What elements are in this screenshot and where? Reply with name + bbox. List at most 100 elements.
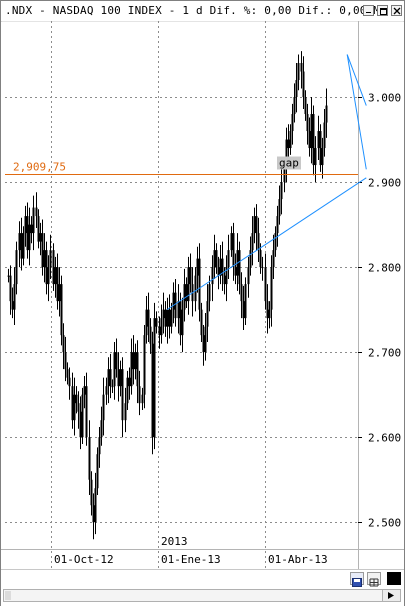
- candle-body: [185, 284, 188, 302]
- candle-body: [117, 369, 120, 387]
- y-tick-label: 2.800: [368, 262, 401, 275]
- candle-body: [323, 122, 326, 149]
- candle-body: [77, 403, 80, 412]
- candle-body: [121, 369, 124, 421]
- candle-body: [41, 233, 44, 268]
- candle-body: [68, 377, 71, 387]
- candle-body: [11, 301, 14, 310]
- x-tick-label: 01-Oct-12: [54, 553, 114, 566]
- scrollbar-thumb[interactable]: [5, 591, 11, 600]
- candle-body: [319, 131, 322, 166]
- candle-body: [111, 386, 114, 388]
- candle-body: [160, 318, 163, 336]
- grid-button[interactable]: [367, 572, 381, 587]
- candle-body: [115, 352, 118, 370]
- candle-body: [172, 292, 175, 310]
- y-tick-label: 2.500: [368, 517, 401, 530]
- close-button[interactable]: [391, 5, 402, 16]
- candle-body: [134, 352, 137, 370]
- candle-body: [164, 309, 167, 327]
- candle-body: [60, 284, 63, 336]
- candle-body: [56, 267, 59, 302]
- candle-body: [73, 394, 76, 421]
- candle-body: [314, 148, 317, 166]
- y-tick-label: 2.900: [368, 177, 401, 190]
- trendline: [166, 177, 367, 311]
- candle-body: [96, 454, 99, 489]
- candle-body: [278, 199, 281, 217]
- candlestick-chart[interactable]: 2.500 2.600 2.700 2.800 2.900 3.000 01-Oct-12 0…: [1, 21, 404, 569]
- candle-body: [261, 267, 264, 269]
- title-bar[interactable]: .NDX - NASDAQ 100 INDEX - 1 d Dif. %: 0,…: [1, 1, 404, 22]
- candle-body: [155, 318, 158, 327]
- candle-body: [302, 71, 305, 98]
- candle-body: [179, 301, 182, 336]
- candle-body: [221, 258, 224, 276]
- candle-body: [128, 377, 131, 387]
- candle-body: [100, 420, 103, 438]
- candle-body: [109, 369, 112, 387]
- candle-body: [90, 479, 93, 506]
- candle-body: [244, 284, 247, 319]
- candle-body: [166, 309, 169, 327]
- candle-body: [272, 250, 275, 268]
- candle-body: [280, 182, 283, 200]
- candle-body: [198, 258, 201, 310]
- candle-body: [39, 233, 42, 242]
- candle-body: [18, 233, 21, 251]
- candle-body: [213, 250, 216, 268]
- candle-body: [317, 131, 320, 149]
- candle-body: [71, 386, 74, 421]
- candle-body: [28, 224, 31, 251]
- candle-body: [255, 216, 258, 234]
- candle-body: [35, 207, 38, 217]
- candle-body: [147, 309, 150, 327]
- candle-body: [113, 352, 116, 387]
- candle-body: [289, 131, 292, 149]
- year-label: 2013: [161, 535, 188, 548]
- candle-body: [251, 233, 254, 251]
- candle-body: [225, 267, 228, 285]
- maximize-button[interactable]: [377, 5, 388, 16]
- candle-body: [75, 394, 78, 404]
- candle-body: [206, 301, 209, 327]
- candle-body: [242, 301, 245, 319]
- candle-body: [149, 326, 152, 344]
- candle-body: [230, 233, 233, 251]
- candle-body: [287, 139, 290, 149]
- candle-body: [310, 114, 313, 149]
- x-tick-label: 01-Ene-13: [161, 553, 221, 566]
- candle-body: [92, 505, 95, 523]
- candle-body: [300, 63, 303, 72]
- gap-annotation-box: [277, 156, 301, 170]
- candle-body: [64, 352, 67, 370]
- candle-body: [264, 267, 267, 302]
- candle-body: [306, 114, 309, 132]
- candle-body: [266, 301, 269, 319]
- close-icon: [393, 7, 401, 15]
- candle-body: [107, 369, 110, 387]
- save-button[interactable]: [350, 572, 364, 587]
- candle-body: [234, 267, 237, 276]
- horizontal-scrollbar[interactable]: [3, 589, 401, 602]
- candle-body: [200, 309, 203, 336]
- candle-body: [130, 352, 133, 387]
- minimize-button[interactable]: [363, 5, 374, 16]
- candle-body: [247, 267, 250, 285]
- arrow-right-icon: [388, 592, 394, 599]
- candle-body: [297, 63, 300, 81]
- candle-body: [43, 250, 46, 268]
- scroll-right-button[interactable]: [382, 590, 400, 601]
- candle-body: [7, 275, 10, 277]
- candle-body: [240, 284, 243, 302]
- candle-body: [124, 403, 127, 421]
- color-swatch-button[interactable]: [387, 572, 401, 585]
- candle-body: [321, 148, 324, 166]
- candle-body: [211, 267, 214, 285]
- y-tick-label: 3.000: [368, 92, 401, 105]
- candle-body: [295, 80, 298, 98]
- candle-body: [138, 386, 141, 404]
- floppy-disk-icon: [352, 578, 362, 587]
- grid-icon: [369, 578, 379, 587]
- candle-body: [30, 224, 33, 234]
